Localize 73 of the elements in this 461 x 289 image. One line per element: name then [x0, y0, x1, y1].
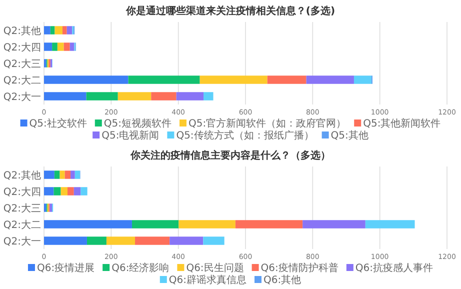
bar [302, 220, 366, 228]
bar [44, 42, 52, 51]
bar [64, 170, 71, 179]
y-tick-label: Q2:大四 [3, 186, 41, 198]
bar [50, 26, 55, 34]
bar [52, 42, 58, 51]
bar [135, 236, 170, 245]
bar [54, 187, 61, 196]
bar [170, 236, 204, 245]
bar [44, 236, 87, 245]
legend-label: Q6:抗疫感人事件 [355, 262, 434, 274]
bar [50, 204, 52, 212]
chart-title: 你是通过哪些渠道来关注疫情相关信息？(多选) [124, 5, 336, 17]
legend-label: Q6:疫情防护科普 [260, 262, 338, 274]
y-tick-label: Q2:大三 [3, 202, 41, 214]
legend-label: Q6:经济影响 [112, 262, 170, 274]
bar [54, 26, 62, 34]
bar [306, 76, 354, 84]
y-tick-label: Q2:其他 [3, 24, 41, 37]
legend-label: Q6:其他 [264, 274, 302, 286]
bar [44, 170, 54, 179]
legend-label: Q5:电视新闻 [102, 130, 160, 142]
bar [74, 187, 81, 196]
bar [70, 42, 74, 51]
bar [203, 236, 224, 245]
y-tick-label: Q2:其他 [3, 169, 41, 182]
legend-label: Q5:社交软件 [29, 118, 87, 130]
bar [62, 26, 67, 34]
y-tick-label: Q2:大二 [3, 218, 41, 231]
bar [44, 76, 128, 84]
bar [86, 236, 106, 245]
bar [44, 26, 50, 34]
bar [68, 187, 74, 196]
bar [57, 42, 64, 51]
legend-label: Q6:民生问题 [186, 262, 244, 274]
bar [44, 220, 132, 228]
bar [118, 92, 152, 100]
bar [204, 92, 214, 100]
bar [70, 170, 75, 179]
bar [132, 220, 179, 228]
legend-label: Q5:官方新闻软件（如：政府官网） [188, 118, 346, 130]
y-tick-label: Q2:大二 [3, 74, 41, 86]
bar [106, 236, 136, 245]
bar [66, 26, 72, 34]
bar [267, 76, 306, 84]
bar [200, 76, 268, 84]
bar [365, 220, 415, 228]
bar [128, 76, 200, 84]
bar [176, 92, 204, 100]
y-tick-label: Q2:大三 [3, 58, 41, 70]
bar [178, 220, 236, 228]
legend-label: Q5:其他 [330, 130, 368, 142]
bar [44, 92, 86, 100]
bar [235, 220, 303, 228]
bar [80, 187, 88, 196]
bar [64, 42, 70, 51]
y-tick-label: Q2:大一 [3, 90, 41, 103]
bar [60, 187, 68, 196]
legend-label: Q5:短视频软件 [104, 118, 172, 130]
bar [54, 170, 60, 179]
bar [74, 170, 80, 179]
y-tick-label: Q2:大四 [3, 41, 41, 54]
legend-label: Q5:传统方式（如：报纸广播） [176, 130, 314, 142]
bar [354, 76, 372, 84]
bar [151, 92, 176, 100]
bar [44, 187, 54, 196]
y-tick-label: Q2:大一 [3, 235, 41, 248]
bar [86, 92, 118, 100]
legend-label: Q6:疫情进展 [36, 262, 95, 274]
legend-label: Q5:其他新闻软件 [363, 118, 441, 130]
bar [60, 170, 65, 179]
legend-label: Q6:辟谣求真信息 [168, 274, 246, 286]
chart-title: 你关注的疫情信息主要内容是什么？（多选） [130, 150, 330, 162]
